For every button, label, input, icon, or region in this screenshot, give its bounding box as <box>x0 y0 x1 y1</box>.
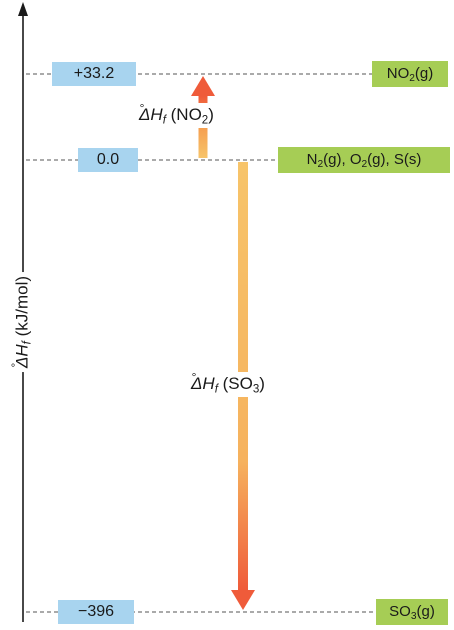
y-axis-label: ΔH ° f (kJ/mol) <box>8 271 34 373</box>
arrowhead <box>231 590 255 610</box>
arrow-label: ΔH ° f (NO2) <box>136 101 217 129</box>
enthalpy-arrows <box>191 76 255 610</box>
energy-value-label: −396 <box>58 600 134 624</box>
arrowhead <box>191 76 215 96</box>
energy-value-label: +33.2 <box>52 62 136 86</box>
species-label: SO3(g) <box>376 599 448 625</box>
species-label: NO2(g) <box>372 61 448 87</box>
species-label: N2(g), O2(g), S(s) <box>278 147 450 173</box>
arrow-label: ΔH ° f (SO3) <box>188 370 268 398</box>
energy-value-label: 0.0 <box>78 148 138 172</box>
y-axis-arrowhead <box>18 2 28 16</box>
